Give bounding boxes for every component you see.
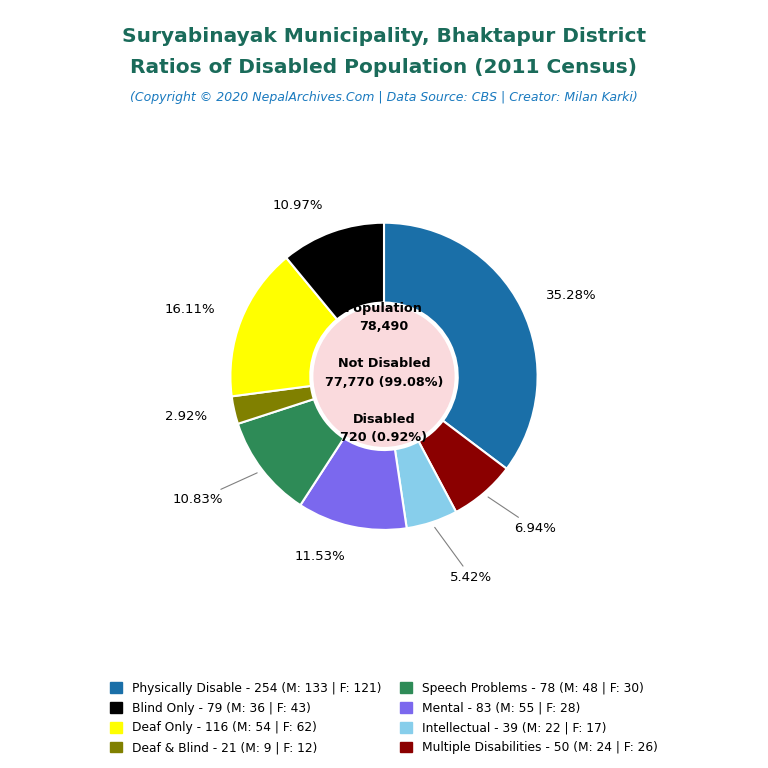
Text: Ratios of Disabled Population (2011 Census): Ratios of Disabled Population (2011 Cens… [131,58,637,77]
Wedge shape [230,258,337,396]
Text: (Copyright © 2020 NepalArchives.Com | Data Source: CBS | Creator: Milan Karki): (Copyright © 2020 NepalArchives.Com | Da… [130,91,638,104]
Text: 10.97%: 10.97% [272,199,323,212]
Text: 16.11%: 16.11% [165,303,215,316]
Wedge shape [395,442,456,528]
Wedge shape [300,439,407,530]
Text: 35.28%: 35.28% [546,289,597,302]
Text: Suryabinayak Municipality, Bhaktapur District: Suryabinayak Municipality, Bhaktapur Dis… [122,27,646,46]
Wedge shape [232,386,314,424]
Text: 6.94%: 6.94% [488,497,555,535]
Wedge shape [238,399,344,505]
Legend: Physically Disable - 254 (M: 133 | F: 121), Blind Only - 79 (M: 36 | F: 43), Dea: Physically Disable - 254 (M: 133 | F: 12… [110,682,658,754]
Wedge shape [419,421,507,512]
Text: 11.53%: 11.53% [294,550,345,563]
Text: 10.83%: 10.83% [173,473,257,506]
Text: Population
78,490

Not Disabled
77,770 (99.08%)

Disabled
720 (0.92%): Population 78,490 Not Disabled 77,770 (9… [325,302,443,445]
Text: 5.42%: 5.42% [435,528,492,584]
Circle shape [314,306,454,446]
Wedge shape [384,223,538,468]
Wedge shape [286,223,384,319]
Text: 2.92%: 2.92% [165,410,207,423]
